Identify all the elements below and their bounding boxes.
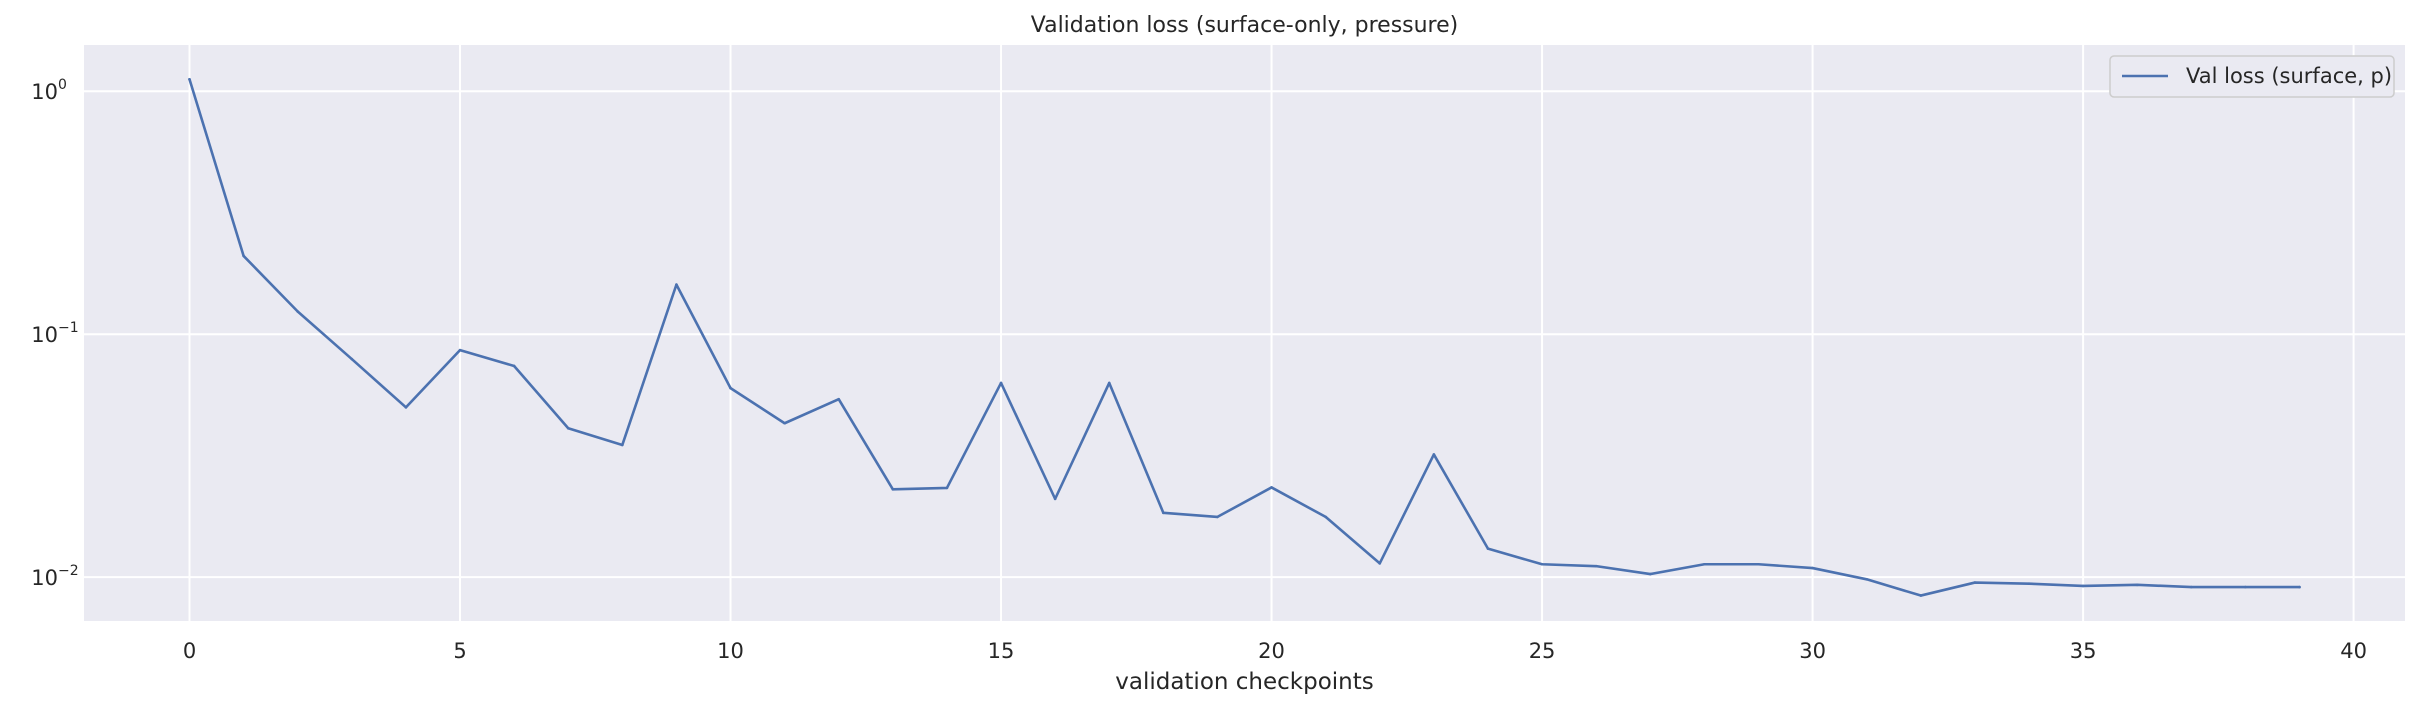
data-point [2298, 585, 2301, 589]
data-point [566, 426, 570, 430]
data-point [350, 357, 354, 361]
y-tick-label: 10 [31, 323, 58, 347]
data-point [1594, 564, 1598, 568]
y-tick-exponent: −1 [58, 320, 79, 336]
data-point [783, 421, 786, 425]
plot-area [84, 45, 2405, 621]
x-tick-label: 15 [988, 639, 1015, 663]
data-point [1865, 577, 1868, 581]
data-point [2135, 583, 2139, 587]
data-point [675, 283, 678, 286]
data-point [188, 77, 191, 81]
data-point [837, 397, 841, 401]
data-point [1107, 381, 1111, 385]
series-layer [188, 77, 2301, 597]
x-tick-label: 40 [2340, 639, 2367, 663]
data-point [1973, 581, 1977, 584]
data-point [1648, 572, 1652, 576]
y-tick-exponent: 0 [58, 77, 67, 93]
data-point [1378, 562, 1382, 565]
data-point [1216, 515, 1219, 519]
data-point [404, 406, 408, 409]
y-tick-exponent: −2 [58, 563, 79, 579]
chart-title: Validation loss (surface-only, pressure) [1031, 13, 1459, 38]
x-tick-label: 35 [2070, 639, 2097, 663]
data-point [2189, 585, 2193, 589]
grid-lines [84, 45, 2405, 621]
data-point [891, 487, 895, 491]
data-point [2244, 585, 2247, 589]
legend-label-val-loss: Val loss (surface, p) [2186, 64, 2392, 88]
data-point [1703, 562, 1706, 566]
x-tick-label: 5 [453, 639, 466, 663]
data-point [512, 364, 516, 368]
x-tick-label: 30 [1799, 639, 1826, 663]
data-point [945, 486, 949, 490]
data-point [1432, 453, 1436, 456]
y-tick-label: 10 [31, 80, 58, 104]
legend: Val loss (surface, p) [2109, 55, 2395, 98]
y-tick-label: 10 [31, 566, 58, 590]
data-point [242, 254, 245, 258]
data-point [1270, 486, 1273, 489]
x-tick-label: 25 [1529, 639, 1556, 663]
data-point [2081, 584, 2085, 588]
x-axis-label: validation checkpoints [1115, 669, 1374, 695]
data-point [1053, 497, 1057, 501]
data-point [999, 381, 1003, 385]
data-point [1324, 515, 1327, 519]
data-point [1540, 562, 1544, 566]
legend-frame [2109, 55, 2395, 98]
data-point [1757, 562, 1760, 566]
data-point [1486, 547, 1490, 550]
data-point [729, 386, 732, 390]
series-line [188, 77, 2301, 597]
data-point [458, 348, 462, 352]
data-point [1811, 566, 1814, 570]
x-tick-label: 20 [1258, 639, 1285, 663]
x-tick-label: 10 [717, 639, 744, 663]
x-tick-label: 0 [183, 639, 196, 663]
data-point [1919, 594, 1923, 597]
data-point [296, 310, 300, 313]
data-point [621, 443, 624, 447]
data-point [1162, 511, 1165, 515]
data-point [2027, 582, 2031, 585]
